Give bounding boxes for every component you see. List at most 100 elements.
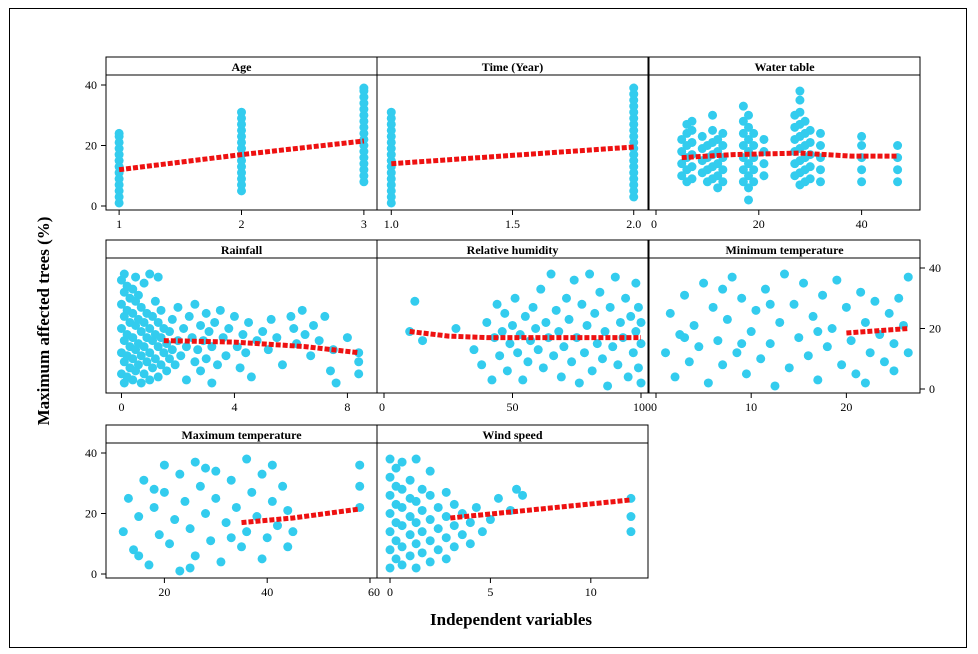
data-point [266, 314, 276, 324]
data-point [167, 345, 177, 355]
data-point [190, 457, 200, 467]
data-point [325, 366, 335, 376]
data-point [411, 539, 421, 549]
data-point [482, 317, 492, 327]
data-point [746, 327, 756, 337]
data-point [533, 345, 543, 355]
data-point [765, 299, 775, 309]
data-point [727, 272, 737, 282]
y-axis-title: Maximum affected trees (%) [34, 217, 53, 426]
data-point [621, 293, 631, 303]
data-point [145, 375, 155, 385]
data-point [272, 333, 282, 343]
data-point [759, 134, 769, 144]
points-group [118, 454, 365, 576]
data-point [636, 339, 646, 349]
data-point [181, 342, 191, 352]
data-point [465, 518, 475, 528]
points-group [116, 269, 364, 388]
data-point [433, 545, 443, 555]
data-point [385, 472, 395, 482]
data-point [549, 351, 559, 361]
data-point [385, 545, 395, 555]
data-point [417, 548, 427, 558]
data-point [277, 360, 287, 370]
data-point [418, 336, 428, 346]
panel-2: Water table 0 20 40 [648, 56, 921, 231]
data-point [449, 521, 459, 531]
data-point [242, 527, 252, 537]
data-point [554, 327, 564, 337]
data-point [457, 530, 467, 540]
data-point [699, 278, 709, 288]
data-point [629, 83, 639, 93]
data-point [238, 330, 248, 340]
data-point [595, 287, 605, 297]
data-point [708, 110, 718, 120]
data-point [718, 128, 728, 138]
data-point [738, 116, 748, 126]
data-point [306, 351, 316, 361]
data-point [590, 308, 600, 318]
data-point [759, 171, 769, 181]
data-point [508, 320, 517, 330]
data-point [235, 363, 245, 373]
data-point [744, 159, 754, 169]
data-point [128, 308, 138, 318]
data-point [154, 530, 164, 540]
data-point [164, 327, 174, 337]
x-tick-label: 40 [261, 585, 273, 599]
data-point [196, 320, 206, 330]
x-tick-label: 1.5 [505, 217, 520, 231]
data-point [156, 360, 166, 370]
data-point [144, 560, 154, 570]
panel-title: Relative humidity [467, 243, 559, 257]
data-point [207, 378, 217, 388]
data-point [201, 308, 211, 318]
data-point [680, 333, 690, 343]
x-tick-label: 2.0 [626, 217, 641, 231]
data-point [815, 141, 825, 150]
data-point [410, 296, 420, 306]
data-point [903, 348, 913, 358]
data-point [889, 339, 899, 349]
data-point [751, 305, 761, 315]
points-group [677, 86, 903, 205]
data-point [684, 357, 694, 367]
data-point [626, 311, 636, 321]
data-point [805, 137, 815, 147]
data-point [196, 366, 206, 376]
data-point [832, 275, 842, 285]
data-point [433, 502, 443, 512]
data-point [391, 536, 401, 546]
trend-line [118, 138, 365, 173]
data-point [139, 317, 149, 327]
data-point [204, 327, 214, 337]
data-point [441, 533, 451, 543]
data-point [257, 469, 267, 479]
data-point [206, 536, 216, 546]
data-point [677, 134, 687, 144]
data-point [770, 381, 780, 391]
data-point [221, 351, 231, 361]
data-point [608, 342, 618, 352]
data-point [600, 327, 610, 337]
data-point [822, 342, 832, 352]
data-point [405, 551, 415, 561]
data-point [803, 351, 813, 361]
data-point [397, 521, 407, 531]
data-point [129, 545, 139, 555]
x-tick-label: 5 [487, 585, 493, 599]
data-point [246, 372, 256, 382]
data-point [805, 125, 815, 135]
data-point [283, 542, 293, 552]
data-point [713, 183, 723, 193]
data-point [139, 278, 149, 288]
data-point [425, 515, 435, 525]
data-point [837, 360, 847, 370]
data-point [760, 284, 770, 294]
data-point [744, 195, 754, 205]
data-point [687, 137, 697, 147]
data-point [119, 269, 129, 279]
data-point [749, 141, 759, 150]
